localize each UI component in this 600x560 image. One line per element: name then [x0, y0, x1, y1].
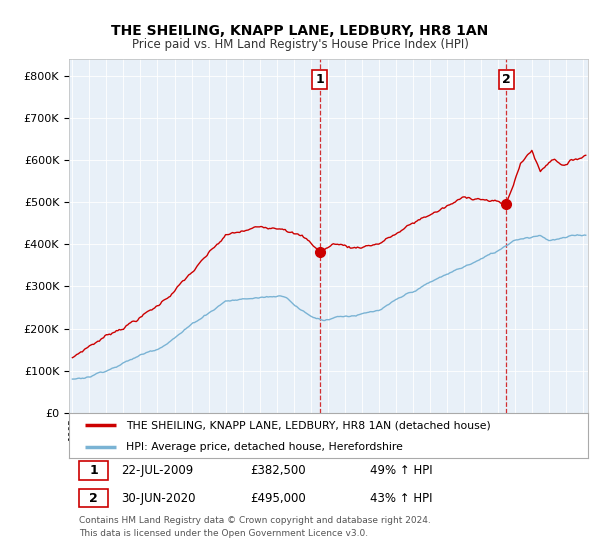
FancyBboxPatch shape	[79, 461, 108, 480]
Text: HPI: Average price, detached house, Herefordshire: HPI: Average price, detached house, Here…	[126, 442, 403, 451]
Text: 1: 1	[89, 464, 98, 477]
Text: 1: 1	[316, 73, 325, 86]
Text: 49% ↑ HPI: 49% ↑ HPI	[370, 464, 433, 477]
Text: £495,000: £495,000	[251, 492, 307, 505]
Text: 22-JUL-2009: 22-JUL-2009	[121, 464, 193, 477]
Text: 43% ↑ HPI: 43% ↑ HPI	[370, 492, 433, 505]
Text: THE SHEILING, KNAPP LANE, LEDBURY, HR8 1AN (detached house): THE SHEILING, KNAPP LANE, LEDBURY, HR8 1…	[126, 421, 491, 431]
Text: Price paid vs. HM Land Registry's House Price Index (HPI): Price paid vs. HM Land Registry's House …	[131, 38, 469, 51]
Text: 2: 2	[89, 492, 98, 505]
Text: 30-JUN-2020: 30-JUN-2020	[121, 492, 196, 505]
Text: THE SHEILING, KNAPP LANE, LEDBURY, HR8 1AN: THE SHEILING, KNAPP LANE, LEDBURY, HR8 1…	[112, 24, 488, 38]
Text: 2: 2	[502, 73, 511, 86]
FancyBboxPatch shape	[79, 489, 108, 507]
Text: £382,500: £382,500	[251, 464, 306, 477]
Text: Contains HM Land Registry data © Crown copyright and database right 2024.
This d: Contains HM Land Registry data © Crown c…	[79, 516, 431, 538]
